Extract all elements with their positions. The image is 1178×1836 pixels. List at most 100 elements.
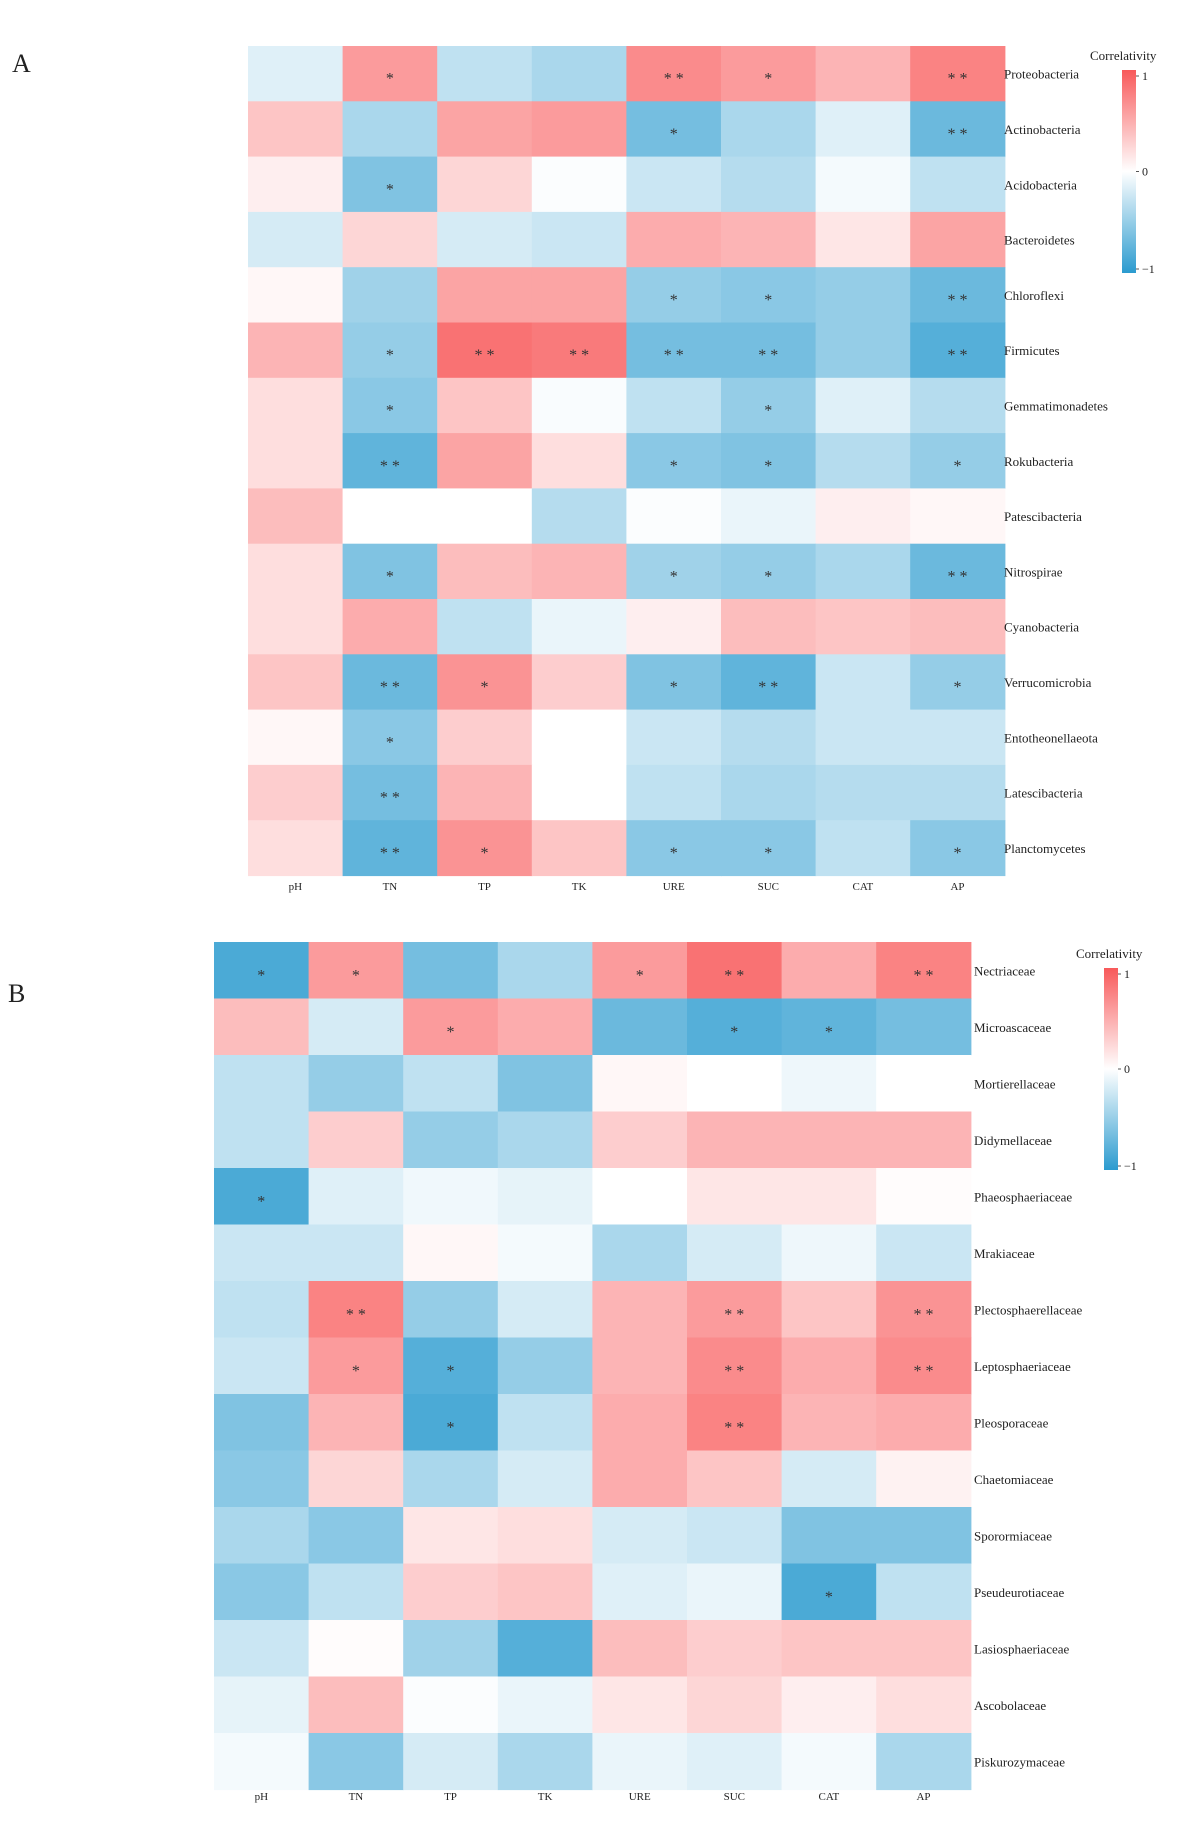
heatmap-cell <box>403 1337 499 1395</box>
column-label: pH <box>255 1791 269 1803</box>
heatmap-cell <box>721 820 817 877</box>
legend-colorbar <box>1122 70 1136 273</box>
heatmap-cell <box>308 1337 404 1395</box>
column-label: CAT <box>819 1791 840 1803</box>
significance-mark: * * <box>914 1306 934 1323</box>
heatmap-cell <box>721 543 817 600</box>
row-label: Didymellaceae <box>974 1133 1052 1148</box>
row-label: Mortierellaceae <box>974 1076 1056 1091</box>
heatmap-cell <box>781 1507 877 1565</box>
heatmap-cell <box>248 764 344 821</box>
row-label: Mrakiaceae <box>974 1246 1035 1261</box>
significance-mark: * <box>386 568 394 585</box>
heatmap-cell <box>308 1733 404 1791</box>
row-label: Microascaceae <box>974 1020 1051 1035</box>
heatmap-cell <box>248 377 344 434</box>
heatmap-cell <box>248 820 344 877</box>
row-label: Verrucomicrobia <box>1004 675 1092 690</box>
heatmap-cell <box>592 1337 688 1395</box>
heatmap-cell <box>687 1733 783 1791</box>
heatmap-cell <box>721 654 817 711</box>
heatmap-cell <box>308 1224 404 1282</box>
significance-mark: * <box>636 967 644 984</box>
heatmap-cell <box>248 543 344 600</box>
heatmap-cell <box>214 1168 310 1226</box>
significance-mark: * <box>386 71 394 88</box>
heatmap-cell <box>497 1563 593 1621</box>
column-label: pH <box>289 881 303 893</box>
heatmap-cell <box>497 1620 593 1678</box>
heatmap-cell <box>876 1168 972 1226</box>
heatmap-cell <box>721 267 817 324</box>
significance-mark: * <box>764 402 772 419</box>
significance-mark: * * <box>724 1419 744 1436</box>
column-label: TK <box>538 1791 553 1803</box>
heatmap-cell <box>815 46 911 102</box>
row-label: Lasiosphaeriaceae <box>974 1641 1070 1656</box>
heatmap-cell <box>910 101 1006 158</box>
heatmap-cell <box>248 156 344 213</box>
heatmap-cell <box>308 1507 404 1565</box>
significance-mark: * * <box>948 292 968 309</box>
heatmap-cell <box>497 1055 593 1113</box>
heatmap-cell <box>531 764 627 821</box>
heatmap-cell <box>497 1224 593 1282</box>
heatmap-cell <box>497 1168 593 1226</box>
heatmap-cell <box>248 433 344 489</box>
heatmap-cell <box>876 1507 972 1565</box>
column-label: SUC <box>724 1791 745 1803</box>
heatmap-cell <box>342 543 438 600</box>
heatmap-cell <box>497 942 593 1000</box>
heatmap-cell <box>876 1620 972 1678</box>
heatmap-cell <box>781 1224 877 1282</box>
heatmap-cell <box>214 1111 310 1169</box>
legend-tick-label: 0 <box>1124 1062 1130 1076</box>
color-legend: Correlativity 1 0 −1 <box>1090 48 1157 276</box>
row-label: Entotheonellaeota <box>1004 730 1098 745</box>
heatmap-cell <box>687 998 783 1056</box>
heatmap-cell <box>721 322 817 379</box>
column-label: TP <box>478 881 491 893</box>
heatmap-cell <box>214 1281 310 1339</box>
heatmap-cell <box>876 1111 972 1169</box>
heatmap-cell <box>815 101 911 158</box>
heatmap-cell <box>910 433 1006 489</box>
heatmap-cell <box>437 377 533 434</box>
heatmap-cell <box>626 156 722 213</box>
heatmap-cell <box>910 709 1006 766</box>
heatmap-cell <box>781 998 877 1056</box>
significance-mark: * <box>386 402 394 419</box>
heatmap-cell <box>248 599 344 655</box>
heatmap-cell <box>214 1676 310 1734</box>
heatmap-cell <box>626 101 722 158</box>
significance-mark: * <box>352 1363 360 1380</box>
heatmap-cell <box>403 1394 499 1452</box>
heatmap-cell <box>403 1563 499 1621</box>
heatmap-cell <box>721 488 817 545</box>
heatmap-cell <box>531 599 627 655</box>
heatmap-cell <box>815 322 911 379</box>
heatmap-cell <box>308 1394 404 1452</box>
heatmap-cell <box>214 1563 310 1621</box>
heatmap-cell <box>403 1676 499 1734</box>
heatmap-cell <box>531 267 627 324</box>
significance-mark: * <box>447 1363 455 1380</box>
row-label: Chaetomiaceae <box>974 1472 1054 1487</box>
row-label: Acidobacteria <box>1004 177 1077 192</box>
heatmap-cell <box>910 820 1006 877</box>
heatmap-cell <box>342 433 438 489</box>
heatmap-cell <box>815 709 911 766</box>
significance-mark: * <box>825 1589 833 1606</box>
heatmap-cell <box>531 543 627 600</box>
heatmap-cell <box>781 942 877 1000</box>
heatmap-cell <box>876 998 972 1056</box>
heatmap-cell <box>531 433 627 489</box>
heatmap-cell <box>592 942 688 1000</box>
significance-mark: * * <box>346 1306 366 1323</box>
heatmap-cell <box>531 654 627 711</box>
heatmap-cell <box>626 488 722 545</box>
significance-mark: * <box>386 734 394 751</box>
heatmap-cell <box>531 46 627 102</box>
heatmap-cell <box>815 599 911 655</box>
significance-mark: * <box>670 126 678 143</box>
